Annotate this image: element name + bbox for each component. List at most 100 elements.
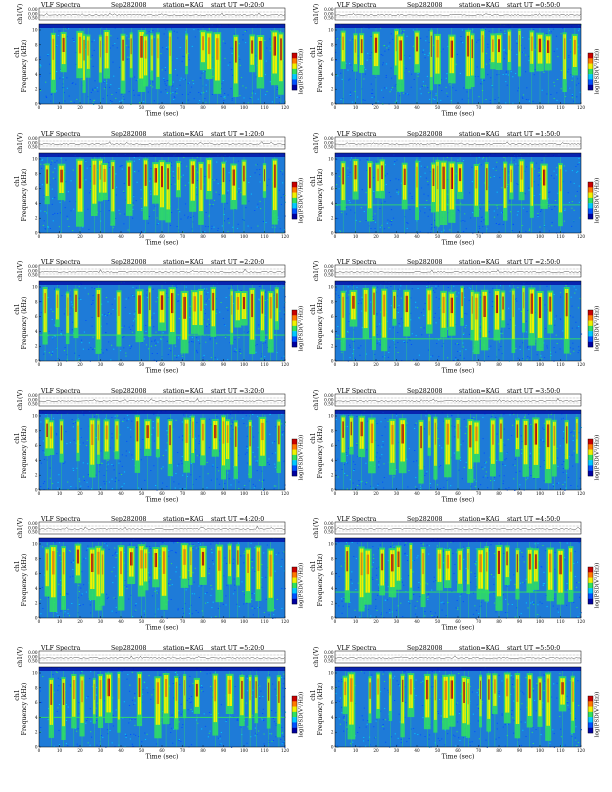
- noise-cell: [504, 33, 506, 34]
- noise-cell: [447, 287, 449, 289]
- noise-cell: [153, 36, 155, 38]
- noise-cell: [40, 485, 42, 487]
- noise-cell: [160, 91, 162, 93]
- noise-cell: [265, 221, 267, 223]
- noise-cell: [349, 63, 351, 64]
- noise-cell: [561, 418, 563, 420]
- noise-cell: [484, 182, 486, 183]
- noise-cell: [194, 437, 197, 439]
- noise-cell: [93, 99, 95, 101]
- noise-cell: [435, 285, 437, 287]
- noise-cell: [208, 418, 211, 420]
- noise-cell: [207, 298, 209, 300]
- noise-cell: [438, 84, 440, 86]
- noise-cell: [216, 544, 218, 546]
- noise-cell: [372, 219, 375, 221]
- noise-cell: [273, 614, 275, 616]
- noise-cell: [394, 101, 396, 103]
- noise-cell: [282, 193, 284, 195]
- colorbar-segment: [292, 331, 297, 337]
- noise-cell: [49, 477, 51, 479]
- noise-cell: [242, 591, 244, 593]
- noise-cell: [66, 87, 68, 89]
- noise-cell: [372, 218, 374, 220]
- noise-cell: [123, 483, 125, 484]
- time-tick-label: 80: [200, 105, 206, 110]
- noise-cell: [435, 288, 437, 290]
- noise-cell: [231, 417, 233, 419]
- noise-cell: [397, 342, 399, 344]
- noise-cell: [363, 210, 365, 212]
- noise-cell: [187, 93, 189, 95]
- noise-cell: [417, 75, 419, 77]
- noise-cell: [165, 47, 167, 49]
- noise-cell: [361, 188, 363, 190]
- noise-cell: [436, 484, 439, 486]
- noise-cell: [480, 83, 482, 85]
- noise-cell: [182, 474, 184, 476]
- noise-cell: [203, 355, 205, 356]
- noise-cell: [176, 92, 178, 94]
- noise-cell: [140, 188, 142, 190]
- noise-cell: [493, 216, 496, 218]
- colorbar-segment: [588, 449, 593, 455]
- noise-cell: [166, 93, 168, 94]
- noise-cell: [339, 36, 341, 38]
- freq-tick-label: 4: [35, 200, 38, 205]
- noise-cell: [216, 358, 219, 360]
- noise-cell: [231, 284, 233, 286]
- noise-cell: [394, 160, 396, 162]
- noise-cell: [122, 337, 124, 339]
- noise-cell: [437, 225, 440, 227]
- noise-cell: [210, 595, 212, 597]
- noise-cell: [533, 180, 535, 182]
- freq-tick-label: 0: [331, 230, 334, 235]
- noise-cell: [69, 551, 71, 553]
- time-tick-label: 80: [200, 491, 206, 496]
- noise-cell: [207, 602, 209, 604]
- noise-cell: [279, 227, 281, 229]
- noise-cell: [110, 35, 112, 37]
- noise-cell: [199, 440, 201, 442]
- noise-cell: [227, 189, 229, 191]
- noise-cell: [145, 294, 148, 296]
- upper-band: [39, 152, 285, 157]
- noise-cell: [192, 83, 195, 85]
- noise-cell: [568, 201, 570, 203]
- noise-cell: [186, 475, 188, 477]
- noise-cell: [504, 459, 506, 461]
- time-tick-label: 120: [577, 105, 585, 110]
- noise-cell: [46, 212, 48, 213]
- noise-cell: [69, 441, 71, 443]
- noise-cell: [151, 318, 153, 319]
- noise-cell: [374, 212, 376, 214]
- noise-cell: [439, 444, 441, 446]
- noise-cell: [238, 289, 240, 291]
- noise-cell: [124, 307, 126, 309]
- noise-cell: [406, 221, 408, 223]
- noise-cell: [244, 31, 246, 32]
- noise-cell: [228, 287, 230, 289]
- noise-cell: [489, 102, 491, 104]
- noise-cell: [544, 40, 546, 42]
- noise-cell: [420, 37, 422, 39]
- noise-cell: [341, 468, 343, 470]
- noise-cell: [87, 463, 89, 464]
- noise-cell: [49, 63, 51, 65]
- colorbar-segment: [292, 208, 297, 214]
- colorbar-label: log(PSD(V²/Hz)): [594, 49, 601, 95]
- noise-cell: [504, 30, 506, 32]
- noise-cell: [380, 421, 382, 422]
- noise-cell: [127, 56, 129, 58]
- noise-cell: [434, 99, 436, 100]
- noise-cell: [72, 82, 74, 84]
- spectrogram-svg: VLF Spectra Sep282008 station=KAG start UT …: [310, 388, 601, 503]
- noise-cell: [226, 192, 228, 194]
- noise-cell: [149, 574, 151, 576]
- waveform-frame: [334, 393, 582, 407]
- noise-cell: [64, 461, 66, 463]
- noise-cell: [514, 299, 516, 300]
- noise-cell: [463, 332, 465, 334]
- noise-cell: [255, 55, 257, 57]
- waveform-tick-label: 0.50: [28, 16, 38, 21]
